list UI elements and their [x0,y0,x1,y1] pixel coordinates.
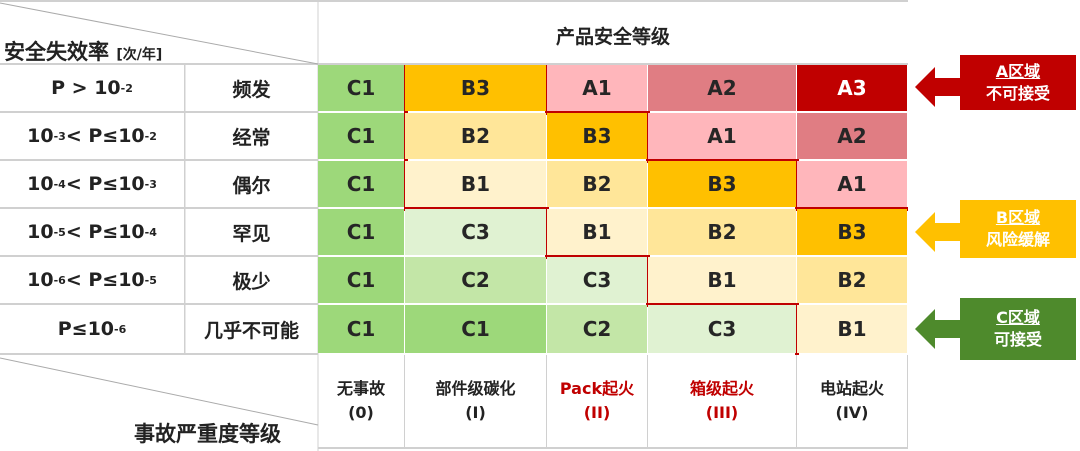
severity-column-header: Pack起火 (II) [547,355,648,449]
severity-column-header: 电站起火 (IV) [797,355,908,449]
risk-cell: B1 [797,305,907,353]
zone-legend: A区域 不可接受 [960,55,1076,110]
risk-cell: A1 [648,113,796,159]
risk-cell: C2 [547,305,647,353]
probability-range: 10 -3 < P≤10 -2 [0,113,185,161]
risk-cell: B2 [405,113,546,159]
text-label: -5 [144,273,157,287]
risk-cell: C1 [318,65,404,111]
text-label: 安全失效率 [4,40,109,64]
text-label: (II) [583,403,611,422]
risk-cell: B2 [797,257,907,303]
risk-cell: B3 [405,65,546,111]
text-label: Pack起火 [559,379,635,398]
text-label: 10 [27,125,54,147]
risk-cell: B3 [547,113,647,159]
risk-cell: C3 [405,209,546,255]
text-label: -2 [120,81,133,95]
severity-axis-title: 事故严重度等级 [134,422,281,446]
text-label: B区域 [995,208,1041,227]
zone-legend: C区域可接受 [960,298,1076,360]
frequency-label: 几乎不可能 [185,305,318,355]
arrow-left-icon [915,67,962,107]
text-label: -4 [53,177,66,191]
text-label: (I) [465,403,486,422]
text-label: 箱级起火 [689,379,754,398]
risk-cell: C1 [318,113,404,159]
risk-cell: A2 [648,65,796,111]
arrow-left-icon [915,309,962,349]
text-label: 10 [27,173,54,195]
probability-range: 10 -6 < P≤10 -5 [0,257,185,305]
text-label: (III) [705,403,739,422]
risk-cell: C2 [405,257,546,303]
col-axis-title: 产品安全等级 [555,26,670,48]
text-label: < P≤10 [65,125,145,147]
text-label: -2 [144,129,157,143]
arrow-left-icon [915,212,962,252]
text-label: (IV) [835,403,869,422]
text-label: 10 [27,221,54,243]
severity-column-header: 箱级起火 (III) [648,355,797,449]
text-label: -3 [53,129,66,143]
risk-cell: A3 [797,65,907,111]
zone-legend: B区域风险缓解 [960,200,1076,258]
risk-cell: B3 [797,209,907,255]
risk-cell: C3 [547,257,647,303]
text-label: < P≤10 [65,221,145,243]
probability-range: P≤10 -6 [0,305,185,355]
frequency-label: 罕见 [185,209,318,257]
severity-column-header: 无事故 (0) [318,355,405,449]
text-label: P≤10 [57,318,115,340]
risk-cell: C1 [405,305,546,353]
frequency-label: 偶尔 [185,161,318,209]
text-label: -5 [53,225,66,239]
risk-cell: C1 [318,257,404,303]
risk-cell: B1 [405,161,546,207]
text-label: -6 [53,273,66,287]
probability-range: P > 10 -2 [0,65,185,113]
risk-cell: B1 [648,257,796,303]
risk-cell: B2 [648,209,796,255]
text-label: -6 [114,322,127,336]
text-label: 可接受 [993,330,1042,349]
text-label: < P≤10 [65,173,145,195]
risk-cell: C1 [318,209,404,255]
risk-cell: B3 [648,161,796,207]
text-label: -3 [144,177,157,191]
frequency-label: 极少 [185,257,318,305]
risk-cell: B1 [547,209,647,255]
text-label: A区域 [995,61,1041,81]
text-label: [次/年] [116,47,163,63]
text-label: 10 [27,269,54,291]
text-label: < P≤10 [65,269,145,291]
text-label: P > 10 [51,77,121,99]
probability-range: 10 -4 < P≤10 -3 [0,161,185,209]
risk-cell: C3 [648,305,796,353]
row-axis-title: 安全失效率 [次/年] [4,36,162,66]
risk-cell: A1 [797,161,907,207]
severity-column-header: 部件级碳化 (I) [405,355,547,449]
risk-cell: A1 [547,65,647,111]
text-label: 不可接受 [985,83,1050,103]
text-label: 风险缓解 [985,230,1050,249]
text-label: (0) [348,403,374,422]
frequency-label: 频发 [185,65,318,113]
text-label: 电站起火 [819,379,884,398]
risk-cell: B2 [547,161,647,207]
risk-cell: C1 [318,161,404,207]
text-label: C区域 [996,308,1040,327]
text-label: -4 [144,225,157,239]
risk-cell: C1 [318,305,404,353]
probability-range: 10 -5 < P≤10 -4 [0,209,185,257]
text-label: 无事故 [336,379,385,398]
text-label: 部件级碳化 [435,379,516,398]
frequency-label: 经常 [185,113,318,161]
risk-cell: A2 [797,113,907,159]
